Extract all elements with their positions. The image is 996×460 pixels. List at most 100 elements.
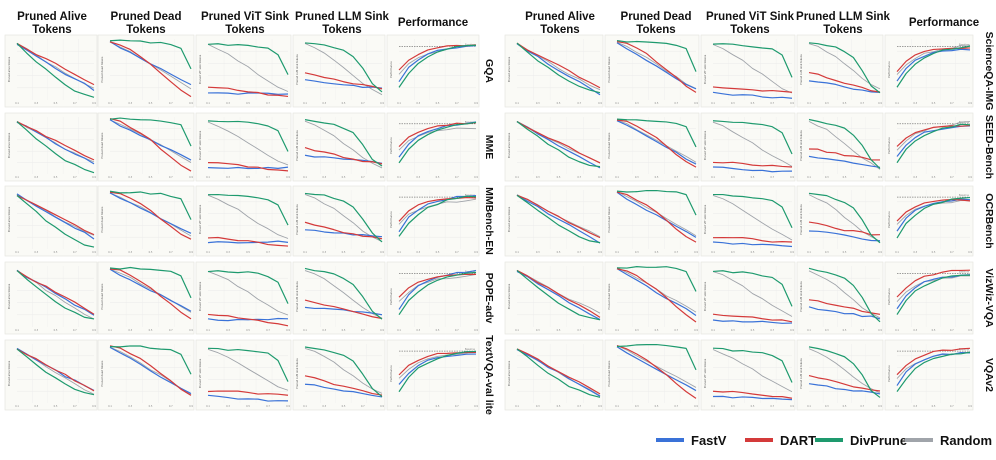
- x-tick-label: 0.3: [416, 251, 420, 254]
- series-line-divprune: [808, 192, 881, 244]
- series-line-dart: [616, 345, 697, 399]
- panel-dead: Pruned dead tokens 0.1 0.3 0.5 0.7 0.9: [604, 339, 700, 411]
- x-tick-label: 0.1: [108, 102, 112, 105]
- x-tick-label: 0.5: [843, 102, 847, 105]
- x-tick-label: 0.5: [557, 176, 561, 179]
- x-tick-label: 0.7: [266, 176, 270, 179]
- series-line-divprune: [616, 189, 697, 216]
- x-tick-label: 0.9: [790, 405, 794, 408]
- x-tick-label: 0.1: [303, 102, 307, 105]
- x-tick-label: 0.1: [711, 251, 715, 254]
- series-line-divprune: [712, 120, 793, 155]
- y-axis-label: Pruned ViT sink tokens: [198, 281, 202, 311]
- x-tick-label: 0.9: [598, 176, 602, 179]
- x-tick-label: 0.5: [342, 102, 346, 105]
- panel-vit: Pruned ViT sink tokens 0.1 0.3 0.5 0.7 0.9: [700, 112, 796, 182]
- series-line-random: [207, 348, 289, 391]
- panel-alive: Pruned alive tokens 0.1 0.3 0.5 0.7 0.9: [504, 339, 604, 411]
- x-tick-label: 0.5: [54, 102, 58, 105]
- series-line-dart: [207, 390, 289, 396]
- x-tick-label: 0.7: [266, 251, 270, 254]
- series-line-divprune: [808, 267, 881, 323]
- series-line-divprune: [808, 118, 881, 169]
- series-line-dart: [516, 120, 601, 164]
- series-line-divprune: [616, 343, 697, 371]
- series-line-divprune: [398, 44, 477, 88]
- series-line-random: [616, 345, 697, 388]
- x-tick-label: 0.3: [34, 176, 38, 179]
- x-tick-label: 0.7: [950, 102, 954, 105]
- x-tick-label: 0.7: [266, 405, 270, 408]
- y-axis-label: Performance: [389, 211, 393, 228]
- series-line-fastv: [808, 306, 881, 320]
- series-line-divprune: [207, 193, 289, 226]
- baseline-label: Baseline: [959, 121, 970, 124]
- x-tick-label: 0.3: [536, 251, 540, 254]
- x-tick-label: 0.3: [635, 176, 639, 179]
- x-tick-label: 0.1: [206, 251, 210, 254]
- y-axis-label: Pruned alive tokens: [507, 360, 511, 386]
- x-tick-label: 0.1: [397, 405, 401, 408]
- x-tick-label: 0.7: [73, 176, 77, 179]
- panel-background: [97, 185, 195, 257]
- y-axis-label: Pruned dead tokens: [100, 206, 104, 232]
- y-axis-label: Pruned ViT sink tokens: [198, 54, 202, 84]
- x-tick-label: 0.3: [825, 329, 829, 332]
- x-tick-label: 0.1: [303, 329, 307, 332]
- panel-llm: Pruned LLM sink tokens 0.1 0.3 0.5 0.7 0.9: [796, 261, 884, 335]
- x-tick-label: 0.9: [286, 405, 290, 408]
- x-tick-label: 0.7: [770, 329, 774, 332]
- x-tick-label: 0.5: [751, 251, 755, 254]
- series-line-fastv: [896, 352, 971, 386]
- x-tick-label: 0.7: [361, 329, 365, 332]
- x-tick-label: 0.7: [361, 102, 365, 105]
- legend-swatch: [745, 438, 773, 442]
- series-line-dart: [109, 117, 192, 172]
- y-axis-label: Pruned dead tokens: [100, 56, 104, 82]
- series-line-divprune: [896, 45, 971, 88]
- x-tick-label: 0.1: [615, 176, 619, 179]
- series-line-dart: [616, 191, 697, 243]
- series-line-divprune: [896, 351, 971, 392]
- panel-dead: Pruned dead tokens 0.1 0.3 0.5 0.7 0.9: [604, 112, 700, 182]
- panel-vit: Pruned ViT sink tokens 0.1 0.3 0.5 0.7 0.9: [195, 339, 292, 411]
- series-line-random: [304, 348, 383, 394]
- series-line-random: [808, 43, 881, 90]
- x-tick-label: 0.7: [860, 329, 864, 332]
- legend-label: DART: [780, 433, 816, 448]
- y-axis-label: Pruned alive tokens: [7, 56, 11, 82]
- x-tick-label: 0.9: [92, 405, 96, 408]
- x-tick-label: 0.5: [843, 405, 847, 408]
- series-line-divprune: [616, 118, 697, 148]
- x-tick-label: 0.1: [711, 329, 715, 332]
- x-tick-label: 0.9: [598, 251, 602, 254]
- series-line-fastv: [712, 319, 793, 324]
- series-line-divprune: [207, 270, 289, 304]
- panel-background: [195, 261, 292, 335]
- x-tick-label: 0.5: [54, 405, 58, 408]
- series-line-divprune: [207, 43, 289, 75]
- x-tick-label: 0.9: [92, 102, 96, 105]
- panel-vit: Pruned ViT sink tokens 0.1 0.3 0.5 0.7 0.9: [195, 112, 292, 182]
- x-tick-label: 0.5: [342, 251, 346, 254]
- panel-llm: Pruned LLM sink tokens 0.1 0.3 0.5 0.7 0.9: [292, 339, 386, 411]
- x-tick-label: 0.9: [878, 102, 882, 105]
- series-line-fastv: [16, 43, 95, 91]
- x-tick-label: 0.7: [266, 102, 270, 105]
- panel-dead: Pruned dead tokens 0.1 0.3 0.5 0.7 0.9: [97, 339, 195, 411]
- x-tick-label: 0.9: [790, 102, 794, 105]
- row-label: MMBench-EN: [483, 187, 495, 255]
- row-label: OCRBench: [983, 193, 995, 248]
- x-tick-label: 0.9: [189, 405, 193, 408]
- series-line-dart: [16, 348, 95, 392]
- series-line-dart: [516, 269, 601, 318]
- series-line-fastv: [616, 346, 697, 392]
- panel-llm: Pruned LLM sink tokens 0.1 0.3 0.5 0.7 0.9: [292, 112, 386, 182]
- x-tick-label: 0.5: [843, 251, 847, 254]
- x-tick-label: 0.7: [455, 329, 459, 332]
- series-line-divprune: [516, 348, 601, 398]
- x-tick-label: 0.3: [226, 176, 230, 179]
- x-tick-label: 0.3: [322, 176, 326, 179]
- panel-background: [97, 112, 195, 182]
